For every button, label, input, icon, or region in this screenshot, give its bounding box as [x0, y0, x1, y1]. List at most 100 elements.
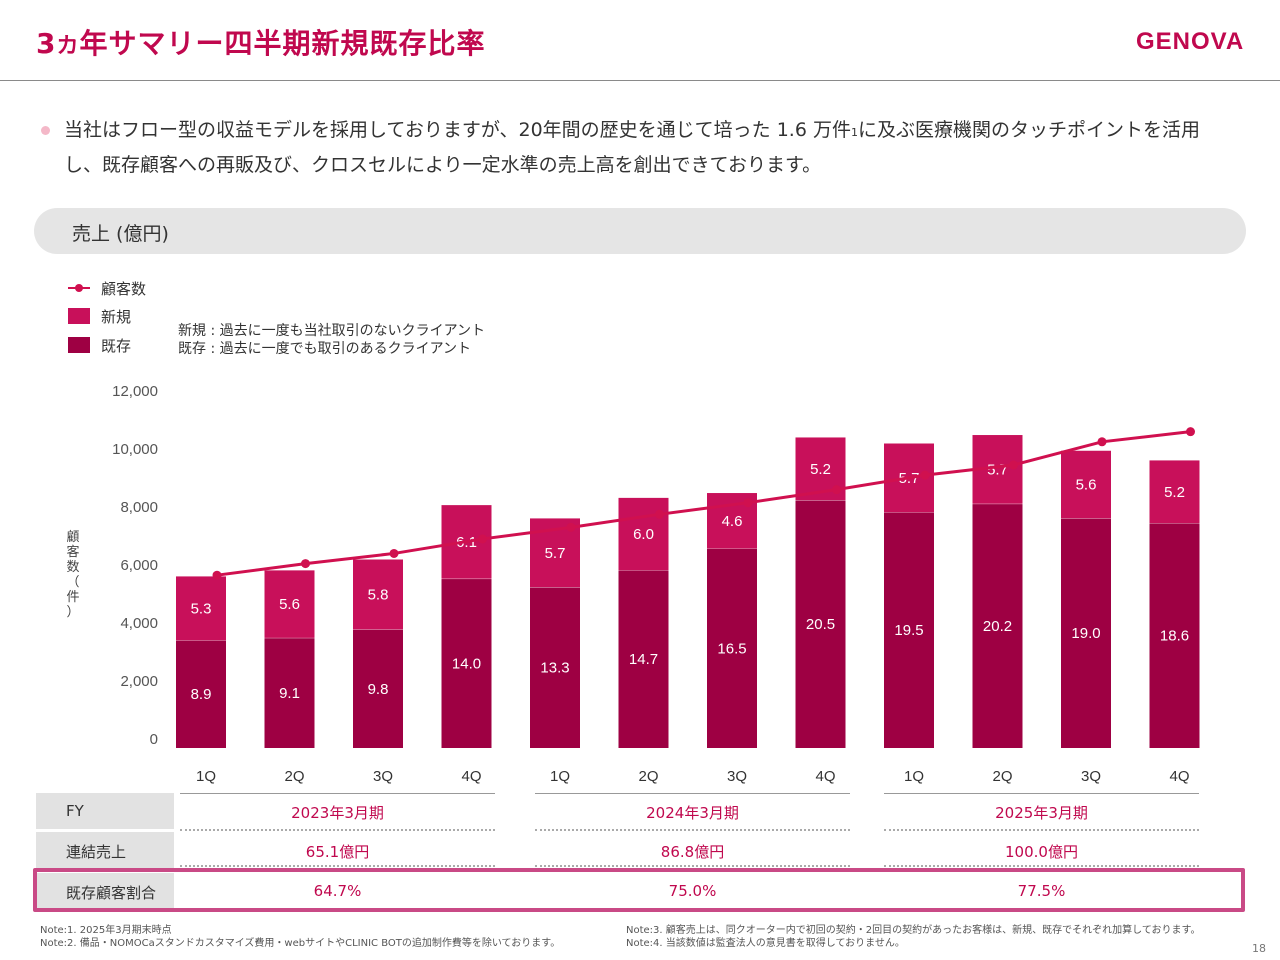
existing-swatch: [68, 337, 90, 353]
bar-existing-11: [1061, 518, 1111, 748]
y-tick-label: 6,000: [120, 557, 158, 574]
label-new-1: 5.3: [191, 600, 212, 617]
customer-point-10: [1009, 460, 1018, 470]
label-existing-6: 14.7: [629, 651, 658, 668]
label-existing-1: 8.9: [191, 686, 212, 703]
label-new-7: 4.6: [722, 513, 743, 530]
x-tick-label-4: 4Q: [461, 768, 481, 785]
bar-existing-6: [618, 570, 669, 748]
customer-point-2: [301, 559, 310, 569]
fy-header: FY: [36, 793, 174, 829]
x-tick-label-2: 2Q: [284, 768, 304, 785]
bar-existing-10: [972, 503, 1023, 748]
y-tick-label: 12,000: [112, 383, 158, 400]
x-tick-label-12: 4Q: [1169, 768, 1189, 785]
sales-value-3: 100.0億円: [1005, 843, 1078, 861]
fy-value-3: 2025年3月期: [995, 804, 1088, 822]
line-marker-icon: [68, 284, 90, 292]
label-existing-5: 13.3: [540, 660, 569, 677]
section-label: 売上 (億円): [72, 223, 169, 245]
y-tick-label: 2,000: [120, 673, 158, 690]
fy-group-line: [884, 793, 1199, 794]
y-tick-label: 8,000: [120, 499, 158, 516]
bar-new-11: [1061, 450, 1111, 519]
sales-value-2: 86.8億円: [660, 843, 725, 861]
dotted-separator: [535, 829, 850, 831]
customer-point-5: [566, 522, 576, 532]
bar-existing-8: [795, 500, 846, 748]
y-tick-label: 10,000: [112, 441, 158, 458]
label-existing-10: 20.2: [983, 618, 1012, 635]
label-existing-2: 9.1: [279, 685, 300, 702]
label-new-12: 5.2: [1164, 484, 1185, 501]
bar-new-3: [353, 559, 403, 630]
label-existing-3: 9.8: [368, 681, 389, 698]
fy-group-line: [180, 793, 495, 794]
fy-group-line: [535, 793, 850, 794]
ratio-header: 既存顧客割合: [36, 873, 174, 909]
label-existing-9: 19.5: [894, 622, 923, 639]
bar-existing-5: [530, 587, 580, 748]
sales-header: 連結売上: [36, 832, 174, 868]
ratio-value-3: 77.5%: [1017, 882, 1066, 900]
bar-new-12: [1149, 460, 1200, 524]
legend-item-customers: 顧客数: [68, 278, 228, 298]
page-title: 3カ年サマリー四半期新規既存比率: [36, 27, 486, 60]
x-tick-label-9: 1Q: [904, 768, 924, 785]
sales-value-1: 65.1億円: [305, 843, 370, 861]
bar-existing-12: [1149, 523, 1200, 748]
ratio-row: 既存顧客割合: [36, 873, 1246, 909]
revenue-customer-chart: 0 2,000 4,000 6,000 8,000 10,000 12,000 8.9 5.3 1…: [112, 383, 1200, 785]
x-tick-label-5: 1Q: [550, 768, 570, 785]
bar-existing-3: [353, 629, 403, 748]
customer-point-4: [478, 534, 487, 544]
dotted-separator: [180, 865, 495, 867]
x-tick-label-10: 2Q: [992, 768, 1012, 785]
notes-right: Note:3. 顧客売上は、同クオーター内で初回の契約・2回目の契約があったお客…: [626, 925, 1201, 949]
bar-existing-7: [707, 548, 757, 748]
bar-existing-2: [264, 638, 315, 748]
bar-new-1: [176, 576, 226, 641]
ratio-highlight-box: [33, 868, 1245, 912]
dotted-separator: [884, 865, 1199, 867]
label-new-3: 5.8: [368, 587, 389, 604]
bar-existing-1: [176, 640, 226, 748]
label-new-6: 6.0: [633, 526, 654, 543]
sales-row: 連結売上: [36, 832, 1246, 868]
customer-point-11: [1097, 437, 1107, 447]
customer-point-6: [655, 509, 664, 519]
y-tick-label: 0: [150, 731, 158, 748]
genova-logo: GENOVA: [1136, 28, 1245, 55]
bar-new-2: [264, 570, 315, 639]
dotted-separator: [535, 865, 850, 867]
customer-point-12: [1186, 427, 1195, 437]
footnote-marker: 1: [850, 126, 858, 139]
ratio-value-1: 64.7%: [313, 882, 362, 900]
label-existing-12: 18.6: [1160, 628, 1189, 645]
label-new-5: 5.7: [545, 545, 566, 562]
title-divider: [0, 80, 1280, 81]
label-new-11: 5.6: [1076, 477, 1097, 494]
legend-definitions: 新規 : 過去に一度も当社取引のないクライアント 既存 : 過去に一度でも取引の…: [178, 323, 486, 357]
label-existing-7: 16.5: [717, 640, 746, 657]
ratio-value-2: 75.0%: [668, 882, 717, 900]
customer-point-7: [743, 498, 753, 508]
label-existing-11: 19.0: [1071, 625, 1100, 642]
customer-line: [216, 430, 1191, 577]
customer-point-1: [212, 570, 222, 580]
label-new-8: 5.2: [810, 461, 831, 478]
dotted-separator: [180, 829, 495, 831]
customer-point-8: [832, 485, 841, 495]
notes-left: Note:1. 2025年3月期末時点 Note:2. 備品・NOMOCaスタン…: [40, 925, 561, 949]
legend-item-existing: 既存: [68, 335, 228, 355]
x-tick-label-3: 3Q: [373, 768, 393, 785]
label-new-2: 5.6: [279, 596, 300, 613]
new-swatch: [68, 308, 90, 324]
x-tick-label-1: 1Q: [196, 768, 216, 785]
fy-row: FY: [36, 793, 1246, 829]
y-axis-label: 顧客数（件）: [66, 530, 80, 620]
customer-point-3: [389, 548, 399, 558]
y-tick-label: 4,000: [120, 615, 158, 632]
fy-value-2: 2024年3月期: [646, 804, 739, 822]
dotted-separator: [884, 829, 1199, 831]
